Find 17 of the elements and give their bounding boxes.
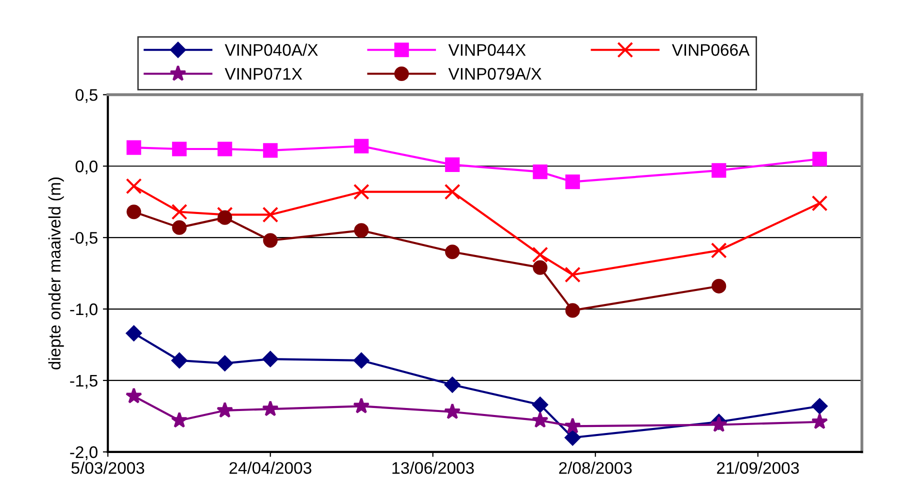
- y-axis-title: diepte onder maaiveld (m): [48, 178, 64, 370]
- legend-label: VINP079A/X: [448, 67, 542, 80]
- legend-label: VINP040A/X: [224, 44, 318, 56]
- x-tick-label: 13/06/2003: [392, 462, 474, 474]
- y-tick-label: 0,0: [76, 160, 98, 174]
- y-tick-label: 0,5: [76, 89, 98, 103]
- x-tick-label: 5/03/2003: [71, 462, 144, 474]
- y-tick-label: -1,0: [70, 303, 98, 318]
- y-tick-label: -1,5: [70, 375, 98, 389]
- y-tick-label: -0,5: [70, 232, 98, 246]
- x-tick-label: 21/09/2003: [717, 462, 799, 474]
- legend-label: VINP071X: [224, 68, 302, 80]
- x-tick-label: 2/08/2003: [559, 462, 632, 474]
- y-tick-label: -2,0: [70, 446, 98, 460]
- x-tick-label: 24/04/2003: [230, 462, 312, 474]
- legend-label: VINP066A: [672, 44, 750, 56]
- legend-label: VINP044X: [448, 44, 526, 56]
